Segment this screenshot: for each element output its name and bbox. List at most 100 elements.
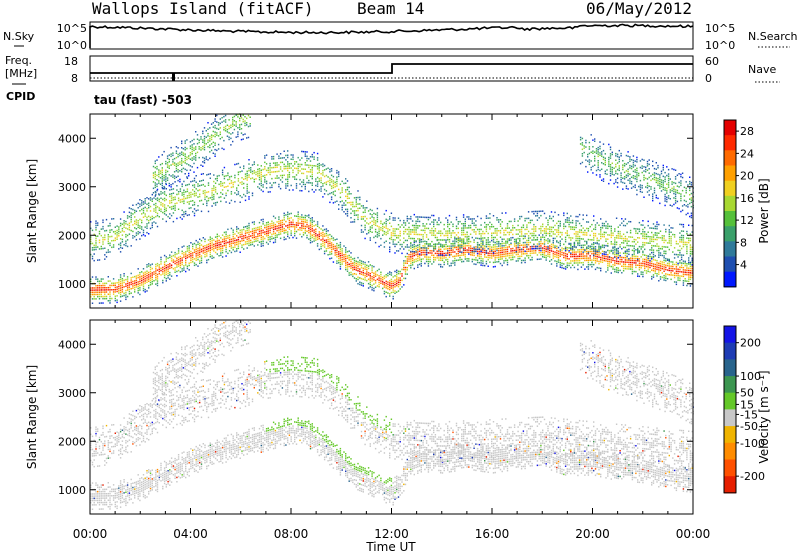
power-cell: [549, 226, 550, 228]
power-cell: [310, 225, 311, 227]
power-cell: [530, 246, 531, 248]
date-label: 06/May/2012: [586, 0, 692, 18]
power-cell: [632, 266, 633, 268]
power-cell: [449, 241, 450, 243]
power-cell: [197, 259, 198, 261]
power-cell: [324, 165, 325, 167]
power-cell: [480, 256, 481, 258]
power-cell: [210, 197, 211, 199]
power-cell: [568, 250, 569, 252]
power-cell: [166, 265, 167, 267]
power-cell: [357, 208, 358, 210]
power-cell: [259, 231, 260, 233]
power-cell: [626, 266, 627, 268]
power-cell: [338, 260, 339, 262]
power-cell: [298, 218, 299, 220]
power-cell: [331, 249, 332, 251]
power-cell: [343, 205, 344, 207]
power-cell: [540, 258, 541, 260]
power-cell: [162, 205, 163, 207]
power-cell: [378, 226, 379, 228]
power-cell: [268, 191, 269, 193]
power-cell: [310, 218, 311, 220]
power-cell: [194, 180, 195, 182]
power-cell: [454, 243, 455, 245]
power-cell: [463, 261, 464, 263]
power-cell: [514, 218, 515, 220]
power-cell: [305, 230, 306, 232]
power-cell: [618, 226, 619, 228]
power-cell: [166, 208, 167, 210]
power-cell: [312, 219, 313, 221]
power-cell: [145, 274, 146, 276]
power-cell: [401, 273, 402, 275]
power-cell: [690, 268, 691, 270]
power-cell: [370, 273, 371, 275]
power-cell: [155, 277, 156, 279]
power-cell: [403, 262, 404, 264]
power-cell: [196, 264, 197, 266]
power-cell: [146, 219, 147, 221]
power-cell: [190, 262, 191, 264]
power-cell: [220, 196, 221, 198]
power-cell: [322, 163, 323, 165]
power-cell: [315, 231, 316, 233]
power-cell: [484, 256, 485, 258]
power-cell: [632, 262, 633, 264]
power-cell: [141, 202, 142, 204]
power-cell: [477, 246, 478, 248]
power-cell: [593, 250, 594, 252]
power-cell: [132, 235, 133, 237]
power-cell: [431, 263, 432, 265]
power-cell: [101, 281, 102, 283]
power-cell: [475, 227, 476, 229]
power-cell: [333, 191, 334, 193]
power-cell: [123, 295, 124, 297]
power-cell: [129, 223, 130, 225]
power-cell: [572, 248, 573, 250]
power-cell: [393, 296, 394, 298]
power-cell: [542, 247, 543, 249]
power-cell: [575, 258, 576, 260]
power-cell: [282, 181, 283, 183]
power-cell: [292, 170, 293, 172]
power-cell: [115, 233, 116, 235]
power-cell: [120, 290, 121, 292]
power-cell: [266, 233, 267, 235]
power-cell: [146, 204, 147, 206]
power-cell: [236, 163, 237, 165]
power-cell: [556, 256, 557, 258]
power-cell: [688, 272, 689, 274]
power-cell: [415, 250, 416, 252]
power-cell: [431, 221, 432, 223]
power-cell: [312, 228, 313, 230]
power-cell: [433, 215, 434, 217]
power-cell: [690, 270, 691, 272]
power-cell: [581, 266, 582, 268]
power-cell: [291, 232, 292, 234]
power-cell: [496, 252, 497, 254]
power-cell: [102, 241, 103, 243]
power-cell: [665, 267, 666, 269]
power-cell: [203, 184, 204, 186]
power-cell: [109, 289, 110, 291]
power-cell: [275, 235, 276, 237]
power-cell: [264, 227, 265, 229]
power-cell: [553, 240, 554, 242]
power-cell: [384, 291, 385, 293]
power-cell: [169, 257, 170, 259]
power-cell: [280, 175, 281, 177]
power-cell: [568, 252, 569, 254]
power-cell: [473, 252, 474, 254]
power-cell: [139, 238, 140, 240]
power-cell: [262, 219, 263, 221]
power-cell: [449, 248, 450, 250]
power-cell: [102, 228, 103, 230]
power-cell: [560, 236, 561, 238]
power-cell: [173, 188, 174, 190]
power-cell: [333, 187, 334, 189]
power-cell: [533, 246, 534, 248]
power-cell: [287, 214, 288, 216]
power-cell: [368, 268, 369, 270]
power-cell: [250, 240, 251, 242]
